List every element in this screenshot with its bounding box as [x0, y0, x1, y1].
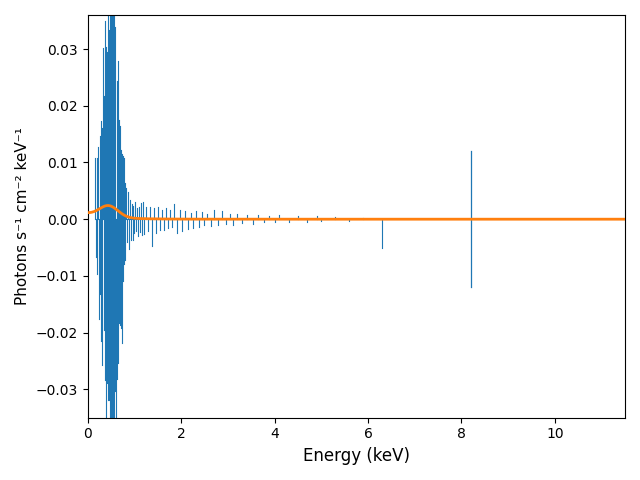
Y-axis label: Photons s⁻¹ cm⁻² keV⁻¹: Photons s⁻¹ cm⁻² keV⁻¹ — [15, 127, 30, 305]
X-axis label: Energy (keV): Energy (keV) — [303, 447, 410, 465]
